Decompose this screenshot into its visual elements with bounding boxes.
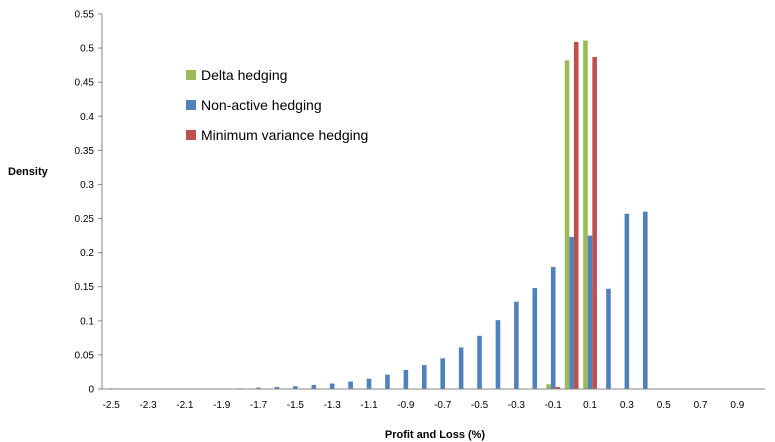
- bar-non-active-hedging: [348, 381, 353, 389]
- x-tick-label: -2.1: [176, 400, 194, 411]
- y-tick-label: 0.25: [75, 214, 95, 225]
- bar-non-active-hedging: [366, 378, 372, 389]
- bar-non-active-hedging: [293, 386, 298, 389]
- x-tick-label: -1.5: [287, 400, 305, 411]
- bar-non-active-hedging: [458, 347, 464, 389]
- y-tick-label: 0.5: [80, 44, 94, 55]
- y-tick-label: 0.1: [80, 316, 94, 327]
- bar-non-active-hedging: [569, 236, 574, 389]
- x-tick-label: -0.3: [508, 400, 526, 411]
- bar-delta-hedging: [583, 40, 588, 390]
- y-tick-label: 0.05: [75, 350, 95, 361]
- y-tick-label: 0.3: [80, 180, 94, 191]
- bar-minimum-variance-hedging: [573, 41, 579, 389]
- x-tick-label: 0.7: [694, 400, 708, 411]
- x-tick-labels: -2.5 -2.3 -2.1 -1.9 -1.7 -1.5 -1.3 -1.1 -0.9 -0.7…: [103, 400, 745, 411]
- bar-non-active-hedging: [624, 213, 630, 389]
- y-axis-title: Density: [8, 166, 49, 178]
- legend-swatch: [186, 100, 196, 110]
- bar-non-active-hedging: [256, 387, 261, 389]
- x-tick-label: -1.7: [250, 400, 268, 411]
- x-tick-label: 0.1: [583, 400, 597, 411]
- bar-minimum-variance-hedging: [592, 56, 597, 389]
- y-tick-label: 0: [88, 385, 94, 396]
- x-tick-label: 0.9: [730, 400, 744, 411]
- bar-non-active-hedging: [642, 211, 648, 389]
- legend-swatch: [186, 130, 196, 140]
- x-tick-label: -0.9: [397, 400, 415, 411]
- legend-swatch: [186, 70, 196, 80]
- bar-non-active-hedging: [421, 365, 427, 389]
- y-tick-label: 0.35: [75, 146, 95, 157]
- legend-label: Delta hedging: [201, 67, 287, 83]
- bar-non-active-hedging: [495, 320, 501, 389]
- y-tick-label: 0.55: [75, 10, 95, 21]
- x-tick-label: -0.5: [471, 400, 489, 411]
- bar-non-active-hedging: [440, 358, 446, 389]
- x-axis-title: Profit and Loss (%): [385, 429, 486, 441]
- legend: Delta hedging Non-active hedging Minimum v…: [186, 67, 368, 143]
- bar-delta-hedging: [564, 60, 570, 390]
- bar-non-active-hedging: [550, 266, 556, 389]
- bar-non-active-hedging: [274, 386, 280, 389]
- legend-label: Minimum variance hedging: [201, 127, 368, 143]
- bars: [108, 40, 648, 390]
- bar-delta-hedging: [546, 384, 551, 389]
- x-tick-label: -0.1: [545, 400, 563, 411]
- y-tick-label: 0.45: [75, 78, 95, 89]
- y-tick-labels: 0 0.05 0.1 0.15 0.2 0.25 0.3 0.35 0.4 0.45 0.5 0.55: [75, 10, 95, 396]
- x-tick-label: -1.9: [213, 400, 231, 411]
- x-tick-label: -2.5: [103, 400, 121, 411]
- bar-non-active-hedging: [606, 288, 611, 389]
- x-tick-label: -0.7: [434, 400, 452, 411]
- bar-non-active-hedging: [477, 335, 482, 389]
- y-tick-label: 0.15: [75, 282, 95, 293]
- bar-non-active-hedging: [403, 369, 409, 389]
- bar-non-active-hedging: [311, 384, 317, 389]
- x-tick-label: -1.1: [360, 400, 378, 411]
- x-tick-label: -1.3: [324, 400, 342, 411]
- y-tick-label: 0.4: [80, 112, 94, 123]
- y-axis-ticks: [98, 13, 102, 390]
- x-tick-label: 0.5: [657, 400, 671, 411]
- legend-label: Non-active hedging: [201, 97, 322, 113]
- bar-non-active-hedging: [587, 235, 593, 389]
- y-tick-label: 0.2: [80, 248, 94, 259]
- bar-non-active-hedging: [532, 288, 538, 389]
- x-tick-label: -2.3: [139, 400, 157, 411]
- x-tick-label: 0.3: [620, 400, 634, 411]
- bar-minimum-variance-hedging: [555, 386, 561, 389]
- bar-non-active-hedging: [385, 374, 390, 389]
- bar-non-active-hedging: [514, 301, 519, 389]
- bar-non-active-hedging: [329, 383, 335, 389]
